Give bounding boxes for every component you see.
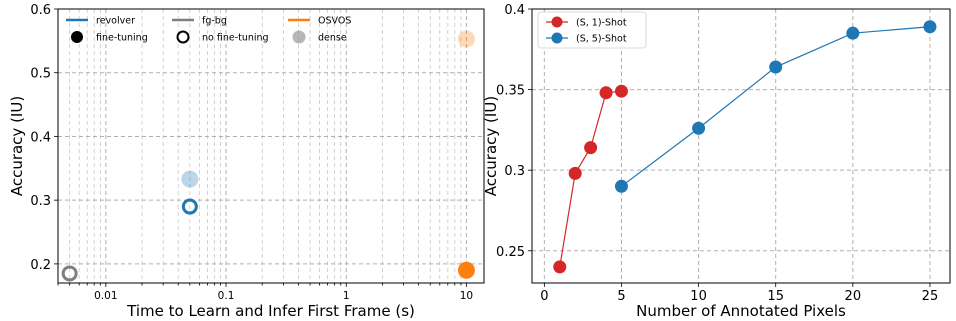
legend-item: OSVOS: [288, 16, 351, 27]
legend-frame: [537, 11, 647, 49]
data-point: [584, 141, 598, 155]
data-point: [614, 179, 628, 193]
legend: (S, 1)-Shot (S, 5)-Shot: [537, 11, 647, 49]
data-point: [692, 121, 706, 135]
legend-marker: [292, 30, 306, 44]
y-tick-label: 0.3: [504, 164, 525, 179]
y-axis-label: Accuracy (IU): [482, 96, 500, 196]
x-axis-label: Number of Annotated Pixels: [636, 302, 846, 320]
y-tick-label: 0.5: [30, 67, 51, 82]
legend-label: no fine-tuning: [202, 33, 269, 44]
y-tick-label: 0.25: [496, 245, 525, 260]
legend-marker: [551, 16, 563, 28]
legend-marker: [551, 32, 563, 44]
legend-item: (S, 5)-Shot: [546, 32, 627, 45]
data-point: [457, 30, 475, 48]
legend-item: no fine-tuning: [176, 30, 269, 44]
data-point: [181, 198, 198, 215]
legend-label: OSVOS: [318, 16, 351, 27]
y-tick-label: 0.35: [496, 84, 525, 99]
series-line: [621, 26, 930, 187]
legend: revolver fg-bg OSVOS fine-tuning no fine-tun…: [66, 16, 351, 44]
legend-label: dense: [318, 33, 347, 44]
y-tick-label: 0.6: [30, 3, 51, 18]
x-tick-label: 1: [343, 290, 350, 302]
x-tick-label: 0.1: [218, 290, 235, 302]
y-tick-label: 0.4: [504, 3, 525, 18]
x-axis-label: Time to Learn and Infer First Frame (s): [126, 302, 415, 320]
legend-label: (S, 1)-Shot: [576, 18, 627, 29]
legend-label: (S, 5)-Shot: [576, 34, 627, 45]
left-chart: 0.01 0.1 1 10 0.2 0.3 0.4 0.5 0.6 Time to Learn a…: [8, 3, 485, 320]
data-point: [923, 20, 937, 34]
series: [614, 20, 937, 193]
data-point: [599, 86, 613, 100]
x-tick-label: 0: [540, 289, 548, 304]
legend-label: revolver: [96, 16, 135, 27]
data-point: [568, 166, 582, 180]
legend-label: fine-tuning: [96, 33, 148, 44]
data-point: [61, 265, 78, 282]
plot-frame: [531, 8, 951, 284]
legend-item: dense: [292, 30, 347, 44]
plot-frame: [57, 8, 485, 284]
legend-item: (S, 1)-Shot: [546, 16, 627, 29]
legend-item: fg-bg: [172, 16, 227, 27]
data-point: [553, 260, 567, 274]
data-point: [457, 261, 475, 279]
data-point: [181, 170, 199, 188]
y-tick-label: 0.3: [30, 194, 51, 209]
legend-item: fine-tuning: [71, 31, 148, 44]
x-tick-label: 0.01: [94, 290, 117, 302]
y-axis-label: Accuracy (IU): [8, 96, 26, 196]
x-tick-label: 20: [845, 289, 862, 304]
data-point: [769, 60, 783, 74]
x-tick-label: 10: [460, 290, 473, 302]
x-tick-label: 15: [767, 289, 784, 304]
legend-label: fg-bg: [202, 16, 227, 27]
x-tick-label: 5: [617, 289, 625, 304]
data-point: [846, 26, 860, 40]
series-line: [559, 90, 622, 267]
right-chart: 0 5 10 15 20 25 0.25 0.3 0.35 0.4 Number of Annota…: [482, 3, 951, 320]
legend-item: revolver: [66, 16, 135, 27]
legend-marker: [71, 31, 83, 43]
legend-marker: [176, 30, 190, 44]
y-tick-label: 0.4: [30, 130, 51, 145]
x-tick-label: 25: [922, 289, 939, 304]
data-point: [614, 84, 628, 98]
y-tick-label: 0.2: [30, 258, 51, 273]
series: [553, 84, 628, 274]
x-tick-label: 10: [690, 289, 707, 304]
